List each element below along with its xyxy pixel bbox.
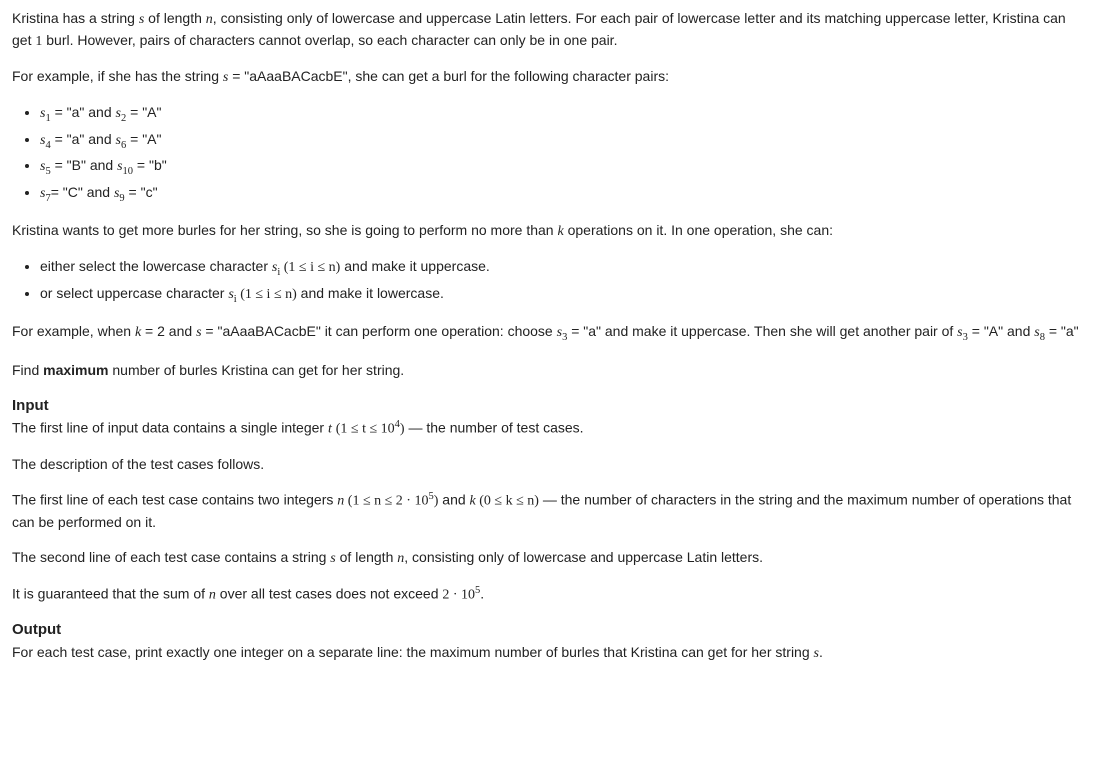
paragraph-example-op: For example, when k = 2 and s = "aAaaBAC…: [12, 321, 1089, 346]
text: of length: [144, 10, 206, 26]
paragraph-goal: Find maximum number of burles Kristina c…: [12, 360, 1089, 381]
pairs-list: s1 = "a" and s2 = "A" s4 = "a" and s6 = …: [12, 102, 1089, 206]
paragraph-input-t: The first line of input data contains a …: [12, 417, 1089, 440]
text: = "aAaaBACacbE" it can perform one opera…: [202, 323, 557, 339]
text: = 2 and: [141, 323, 196, 339]
text: = "A": [126, 131, 161, 147]
text: and: [438, 492, 469, 508]
paragraph-input-s: The second line of each test case contai…: [12, 547, 1089, 569]
list-item: s4 = "a" and s6 = "A": [40, 129, 1089, 154]
list-item: s5 = "B" and s10 = "b": [40, 155, 1089, 180]
text: Kristina wants to get more burles for he…: [12, 222, 557, 238]
text: The first line of each test case contain…: [12, 492, 337, 508]
paragraph-example-intro: For example, if she has the string s = "…: [12, 66, 1089, 88]
list-item: either select the lowercase character si…: [40, 256, 1089, 281]
constraint: (1 ≤ n ≤ 2 · 10: [344, 494, 428, 509]
text: number of burles Kristina can get for he…: [108, 362, 404, 378]
bold-maximum: maximum: [43, 362, 108, 378]
text: = "aAaaBACacbE", she can get a burl for …: [228, 68, 669, 84]
sum-n: 2 · 10: [442, 587, 475, 602]
constraint: (1 ≤ t ≤ 10: [336, 422, 395, 437]
text: = "A": [126, 104, 161, 120]
text: or select uppercase character: [40, 285, 228, 301]
text: .: [480, 585, 484, 601]
paragraph-intro: Kristina has a string s of length n, con…: [12, 8, 1089, 52]
text: = "A" and: [968, 323, 1034, 339]
text: = "a" and: [51, 131, 116, 147]
sub: 10: [123, 166, 134, 177]
text: = "a" and: [51, 104, 116, 120]
text: It is guaranteed that the sum of: [12, 585, 209, 601]
text: Find: [12, 362, 43, 378]
constraint: (1 ≤ i ≤ n): [280, 260, 340, 275]
text: The second line of each test case contai…: [12, 549, 330, 565]
heading-input: Input: [12, 395, 1089, 418]
text: = "C" and: [51, 184, 114, 200]
list-item: s1 = "a" and s2 = "A": [40, 102, 1089, 127]
text: and make it lowercase.: [297, 285, 444, 301]
var-n: n: [206, 12, 213, 27]
text: .: [819, 644, 823, 660]
text: = "b": [133, 157, 167, 173]
text: — the number of test cases.: [405, 420, 584, 436]
paragraph-output: For each test case, print exactly one in…: [12, 642, 1089, 664]
paragraph-operations-intro: Kristina wants to get more burles for he…: [12, 220, 1089, 242]
text: over all test cases does not exceed: [216, 585, 442, 601]
paragraph-input-desc: The description of the test cases follow…: [12, 454, 1089, 475]
paragraph-input-nk: The first line of each test case contain…: [12, 489, 1089, 533]
constraint: (0 ≤ k ≤ n): [476, 494, 539, 509]
text: For example, if she has the string: [12, 68, 223, 84]
text: For each test case, print exactly one in…: [12, 644, 814, 660]
var-t: t: [328, 422, 332, 437]
text: = "a" and make it uppercase. Then she wi…: [567, 323, 957, 339]
var-n: n: [209, 587, 216, 602]
text: The first line of input data contains a …: [12, 420, 328, 436]
text: and make it uppercase.: [340, 258, 489, 274]
text: , consisting only of lowercase and upper…: [404, 549, 763, 565]
list-item: s7= "C" and s9 = "c": [40, 182, 1089, 207]
text: of length: [336, 549, 398, 565]
text: either select the lowercase character: [40, 258, 272, 274]
text: burl. However, pairs of characters canno…: [42, 32, 617, 48]
heading-output: Output: [12, 619, 1089, 642]
text: = "a": [1045, 323, 1079, 339]
text: = "B" and: [51, 157, 117, 173]
text: = "c": [125, 184, 158, 200]
list-item: or select uppercase character si (1 ≤ i …: [40, 283, 1089, 308]
constraint: (1 ≤ i ≤ n): [237, 287, 297, 302]
operations-list: either select the lowercase character si…: [12, 256, 1089, 307]
paragraph-input-sum: It is guaranteed that the sum of n over …: [12, 583, 1089, 606]
text: operations on it. In one operation, she …: [564, 222, 833, 238]
text: Kristina has a string: [12, 10, 139, 26]
text: For example, when: [12, 323, 135, 339]
